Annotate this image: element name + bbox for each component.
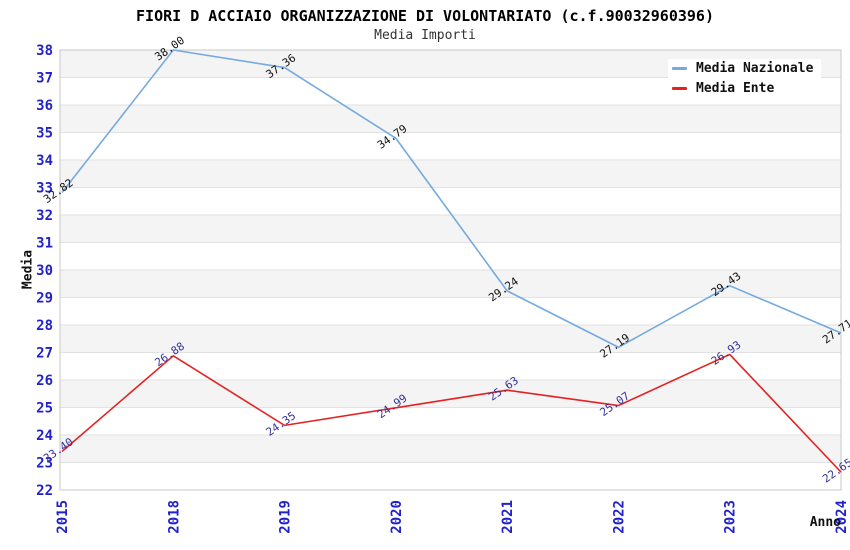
y-tick-label: 25 <box>36 401 53 417</box>
x-tick-label: 2015 <box>55 500 71 534</box>
media-nazionale-line-swatch-icon <box>672 67 687 70</box>
legend-item-media-ente: Media Ente <box>668 79 783 98</box>
y-tick-label: 34 <box>36 153 53 169</box>
y-tick-label: 30 <box>36 263 53 279</box>
y-tick-label: 38 <box>36 43 53 59</box>
y-tick-label: 33 <box>36 181 53 197</box>
plot-band <box>60 270 841 298</box>
media-ente-line-swatch-icon <box>672 87 687 90</box>
chart-title: FIORI D ACCIAIO ORGANIZZAZIONE DI VOLONT… <box>136 7 714 25</box>
x-tick-label: 2021 <box>500 500 516 534</box>
legend-label: Media Ente <box>696 81 775 96</box>
x-tick-label: 2020 <box>389 500 405 534</box>
y-tick-label: 27 <box>36 346 53 362</box>
y-tick-label: 32 <box>36 208 53 224</box>
legend: Media Nazionale Media Ente <box>668 59 822 98</box>
y-tick-label: 31 <box>36 236 53 252</box>
x-axis-title: Anno <box>809 515 841 530</box>
plot-band <box>60 160 841 188</box>
y-tick-label: 28 <box>36 318 53 334</box>
plot-band <box>60 215 841 243</box>
x-tick-label: 2022 <box>611 500 627 534</box>
x-tick-label: 2019 <box>278 500 294 534</box>
y-axis-title: Media <box>20 249 36 290</box>
y-tick-label: 22 <box>36 483 53 499</box>
series-line-media-ente <box>61 353 842 473</box>
chart-subtitle: Media Importi <box>374 28 476 43</box>
plot-band <box>60 325 841 353</box>
legend-item-media-nazionale: Media Nazionale <box>668 59 822 78</box>
y-tick-label: 23 <box>36 456 53 472</box>
x-tick-label: 2023 <box>723 500 739 534</box>
x-tick-label: 2018 <box>166 500 182 534</box>
y-tick-label: 29 <box>36 291 53 307</box>
series-line-media-nazionale <box>61 49 842 349</box>
plot-band <box>60 105 841 133</box>
plot-band <box>60 435 841 463</box>
y-tick-label: 36 <box>36 98 53 114</box>
y-tick-label: 35 <box>36 126 53 142</box>
y-tick-label: 37 <box>36 71 53 87</box>
plot-band <box>60 380 841 408</box>
legend-label: Media Nazionale <box>696 61 814 76</box>
y-tick-label: 24 <box>36 428 53 444</box>
x-tick-label: 2024 <box>834 500 850 534</box>
y-tick-label: 26 <box>36 373 53 389</box>
plot-border <box>59 49 842 491</box>
